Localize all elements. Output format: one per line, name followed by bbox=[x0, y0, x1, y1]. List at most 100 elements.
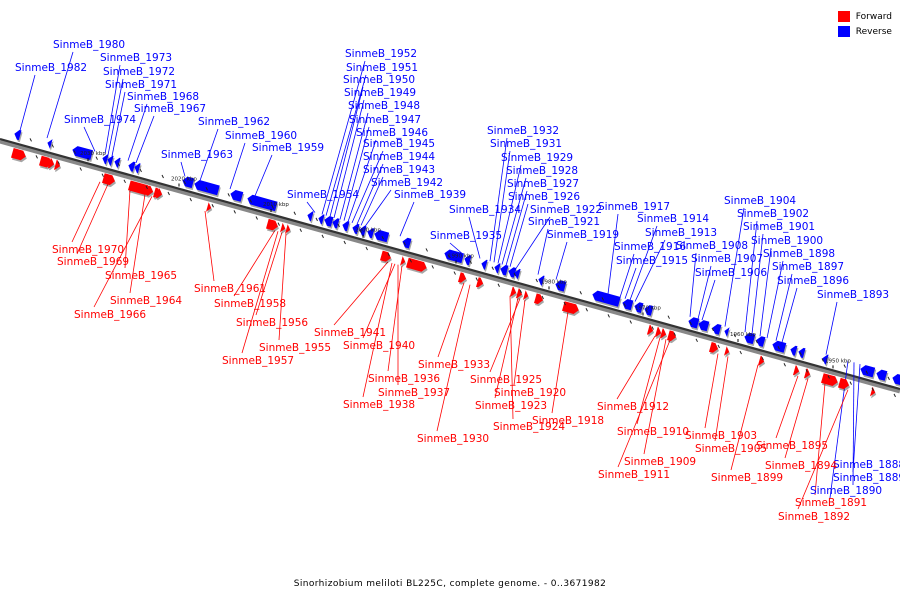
forward-gene[interactable] bbox=[146, 185, 154, 196]
reverse-gene[interactable] bbox=[538, 275, 545, 286]
forward-gene[interactable] bbox=[102, 173, 115, 186]
gene-label-sinmeb-1928[interactable]: SinmeB_1928 bbox=[506, 165, 578, 177]
gene-label-sinmeb-1967[interactable]: SinmeB_1967 bbox=[134, 103, 206, 115]
forward-gene[interactable] bbox=[758, 355, 765, 366]
gene-label-sinmeb-1891[interactable]: SinmeB_1891 bbox=[795, 497, 867, 509]
forward-gene[interactable] bbox=[793, 365, 800, 376]
gene-label-sinmeb-1942[interactable]: SinmeB_1942 bbox=[371, 177, 443, 189]
gene-label-sinmeb-1900[interactable]: SinmeB_1900 bbox=[751, 235, 823, 247]
gene-label-sinmeb-1896[interactable]: SinmeB_1896 bbox=[777, 275, 849, 287]
gene-label-sinmeb-1980[interactable]: SinmeB_1980 bbox=[53, 39, 125, 51]
reverse-gene[interactable] bbox=[790, 345, 798, 356]
forward-gene[interactable] bbox=[476, 277, 484, 288]
gene-label-sinmeb-1895[interactable]: SinmeB_1895 bbox=[756, 440, 828, 452]
reverse-gene[interactable] bbox=[555, 280, 567, 292]
gene-label-sinmeb-1911[interactable]: SinmeB_1911 bbox=[598, 469, 670, 481]
reverse-gene[interactable] bbox=[644, 305, 654, 316]
gene-label-sinmeb-1959[interactable]: SinmeB_1959 bbox=[252, 142, 324, 154]
gene-label-sinmeb-1927[interactable]: SinmeB_1927 bbox=[507, 178, 579, 190]
gene-label-sinmeb-1968[interactable]: SinmeB_1968 bbox=[127, 91, 199, 103]
gene-label-sinmeb-1888[interactable]: SinmeB_1888 bbox=[833, 459, 900, 471]
gene-label-sinmeb-1913[interactable]: SinmeB_1913 bbox=[645, 227, 717, 239]
reverse-gene[interactable] bbox=[359, 225, 367, 236]
reverse-gene[interactable] bbox=[860, 365, 876, 378]
reverse-gene[interactable] bbox=[481, 259, 488, 270]
reverse-gene[interactable] bbox=[592, 290, 621, 307]
forward-gene[interactable] bbox=[11, 148, 26, 161]
gene-label-sinmeb-1973[interactable]: SinmeB_1973 bbox=[100, 52, 172, 64]
forward-gene[interactable] bbox=[647, 324, 654, 335]
gene-label-sinmeb-1931[interactable]: SinmeB_1931 bbox=[490, 138, 562, 150]
gene-label-sinmeb-1935[interactable]: SinmeB_1935 bbox=[430, 230, 502, 242]
gene-label-sinmeb-1962[interactable]: SinmeB_1962 bbox=[198, 116, 270, 128]
reverse-gene[interactable] bbox=[698, 320, 710, 332]
reverse-gene[interactable] bbox=[876, 369, 888, 381]
reverse-gene[interactable] bbox=[822, 354, 829, 365]
forward-gene[interactable] bbox=[39, 155, 52, 168]
gene-label-sinmeb-1982[interactable]: SinmeB_1982 bbox=[15, 62, 87, 74]
gene-label-sinmeb-1908[interactable]: SinmeB_1908 bbox=[676, 240, 748, 252]
gene-label-sinmeb-1915[interactable]: SinmeB_1915 bbox=[616, 255, 688, 267]
reverse-gene[interactable] bbox=[374, 230, 390, 243]
gene-label-sinmeb-1907[interactable]: SinmeB_1907 bbox=[691, 253, 763, 265]
forward-gene[interactable] bbox=[562, 301, 579, 314]
gene-label-sinmeb-1917[interactable]: SinmeB_1917 bbox=[598, 201, 670, 213]
reverse-gene[interactable] bbox=[798, 347, 806, 358]
gene-label-sinmeb-1899[interactable]: SinmeB_1899 bbox=[711, 472, 783, 484]
gene-label-sinmeb-1934[interactable]: SinmeB_1934 bbox=[449, 204, 521, 216]
gene-label-sinmeb-1923[interactable]: SinmeB_1923 bbox=[475, 400, 547, 412]
forward-gene[interactable] bbox=[870, 386, 876, 397]
reverse-gene[interactable] bbox=[342, 221, 350, 232]
reverse-gene[interactable] bbox=[500, 265, 509, 276]
reverse-gene[interactable] bbox=[712, 324, 722, 335]
reverse-gene[interactable] bbox=[324, 216, 334, 227]
forward-gene[interactable] bbox=[400, 256, 406, 266]
reverse-gene[interactable] bbox=[318, 214, 325, 225]
gene-label-sinmeb-1961[interactable]: SinmeB_1961 bbox=[194, 283, 266, 295]
reverse-gene[interactable] bbox=[134, 163, 141, 174]
gene-label-sinmeb-1892[interactable]: SinmeB_1892 bbox=[778, 511, 850, 523]
forward-gene[interactable] bbox=[804, 368, 811, 379]
gene-label-sinmeb-1924[interactable]: SinmeB_1924 bbox=[493, 421, 565, 433]
gene-label-sinmeb-1919[interactable]: SinmeB_1919 bbox=[547, 229, 619, 241]
reverse-gene[interactable] bbox=[107, 155, 114, 166]
forward-gene[interactable] bbox=[206, 202, 212, 212]
forward-gene[interactable] bbox=[156, 188, 163, 199]
reverse-gene[interactable] bbox=[514, 268, 521, 279]
gene-label-sinmeb-1958[interactable]: SinmeB_1958 bbox=[214, 298, 286, 310]
forward-gene[interactable] bbox=[655, 327, 662, 337]
gene-label-sinmeb-1921[interactable]: SinmeB_1921 bbox=[528, 216, 600, 228]
gene-label-sinmeb-1949[interactable]: SinmeB_1949 bbox=[344, 87, 416, 99]
forward-gene[interactable] bbox=[266, 218, 278, 231]
gene-label-sinmeb-1951[interactable]: SinmeB_1951 bbox=[346, 62, 418, 74]
reverse-gene[interactable] bbox=[182, 176, 195, 189]
forward-gene[interactable] bbox=[534, 293, 543, 305]
gene-label-sinmeb-1969[interactable]: SinmeB_1969 bbox=[57, 256, 129, 268]
reverse-gene[interactable] bbox=[444, 249, 464, 264]
gene-label-sinmeb-1925[interactable]: SinmeB_1925 bbox=[470, 374, 542, 386]
gene-label-sinmeb-1910[interactable]: SinmeB_1910 bbox=[617, 426, 689, 438]
forward-gene[interactable] bbox=[54, 159, 61, 170]
forward-gene[interactable] bbox=[523, 290, 529, 300]
reverse-gene[interactable] bbox=[634, 302, 644, 313]
gene-label-sinmeb-1947[interactable]: SinmeB_1947 bbox=[349, 114, 421, 126]
forward-gene[interactable] bbox=[510, 286, 517, 297]
gene-label-sinmeb-1960[interactable]: SinmeB_1960 bbox=[225, 130, 297, 142]
gene-label-sinmeb-1933[interactable]: SinmeB_1933 bbox=[418, 359, 490, 371]
forward-gene[interactable] bbox=[709, 342, 718, 353]
forward-gene[interactable] bbox=[838, 377, 849, 390]
gene-label-sinmeb-1909[interactable]: SinmeB_1909 bbox=[624, 456, 696, 468]
gene-label-sinmeb-1906[interactable]: SinmeB_1906 bbox=[695, 267, 767, 279]
gene-label-sinmeb-1945[interactable]: SinmeB_1945 bbox=[363, 138, 435, 150]
gene-label-sinmeb-1966[interactable]: SinmeB_1966 bbox=[74, 309, 146, 321]
reverse-gene[interactable] bbox=[367, 228, 375, 239]
gene-label-sinmeb-1946[interactable]: SinmeB_1946 bbox=[356, 127, 428, 139]
forward-gene[interactable] bbox=[285, 224, 291, 234]
gene-label-sinmeb-1948[interactable]: SinmeB_1948 bbox=[348, 100, 420, 112]
gene-label-sinmeb-1905[interactable]: SinmeB_1905 bbox=[695, 443, 767, 455]
reverse-gene[interactable] bbox=[622, 299, 634, 311]
reverse-gene[interactable] bbox=[756, 336, 766, 347]
gene-label-sinmeb-1941[interactable]: SinmeB_1941 bbox=[314, 327, 386, 339]
forward-gene[interactable] bbox=[458, 272, 467, 283]
forward-gene[interactable] bbox=[280, 222, 286, 233]
